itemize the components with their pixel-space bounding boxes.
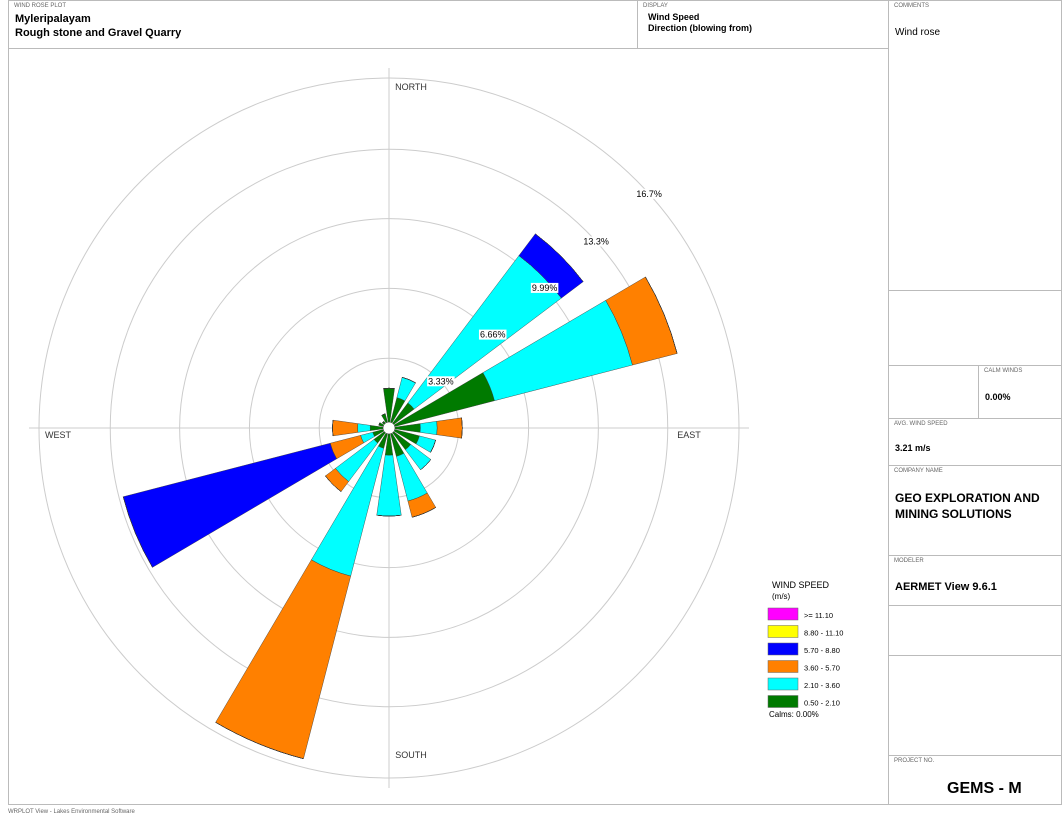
company: GEO EXPLORATION AND MINING SOLUTIONS [895, 491, 1040, 521]
petal-segment [436, 417, 463, 439]
empty-box [888, 655, 1062, 756]
grid-circle [109, 148, 669, 708]
ring-label-bg [530, 282, 559, 293]
legend-label: 0.50 - 2.10 [804, 699, 840, 708]
project-box: PROJECT NO. GEMS - M [888, 755, 1062, 805]
ring-label: 6.66% [480, 330, 506, 340]
project-label: PROJECT NO. [894, 758, 935, 764]
display-box: DISPLAY Wind Speed Direction (blowing fr… [637, 0, 889, 49]
legend-label: 3.60 - 5.70 [804, 664, 840, 673]
legend-label: >= 11.10 [804, 611, 833, 620]
petal-segment [215, 559, 351, 759]
legend-swatch [767, 642, 799, 656]
petal-segment [419, 421, 438, 435]
chart-frame [8, 48, 889, 805]
legend-label: 2.10 - 3.60 [804, 681, 840, 690]
petal-segment [412, 507, 436, 518]
compass-label: WEST [45, 430, 72, 440]
ring-label: 3.33% [428, 376, 454, 386]
grid-circle [248, 287, 530, 569]
center [382, 421, 396, 435]
compass-label: SOUTH [395, 750, 427, 760]
plot-label: WIND ROSE PLOT [14, 3, 67, 9]
avg-box: AVG. WIND SPEED 3.21 m/s [888, 418, 1062, 466]
title: Rough stone and Gravel Quarry [15, 27, 182, 39]
ring-label: 13.3% [583, 236, 609, 246]
compass-label: NORTH [395, 82, 427, 92]
petal-segment [381, 413, 386, 416]
legend-swatch [767, 607, 799, 621]
petal-segment [415, 435, 436, 453]
petal-segment [332, 420, 334, 436]
legend-title: WIND SPEED [772, 580, 830, 590]
avg-value: 3.21 m/s [895, 443, 931, 453]
legend-label: 5.70 - 8.80 [804, 646, 840, 655]
ring-label-bg [582, 236, 610, 247]
legend-label: 8.80 - 11.10 [804, 629, 843, 638]
legend-swatch [767, 695, 799, 708]
display-line1: Wind Speed [648, 12, 700, 22]
ring-label-bg [635, 188, 663, 199]
comments: Wind rose [895, 27, 941, 38]
grid-circle [38, 77, 740, 779]
company-label: COMPANY NAME [894, 468, 943, 474]
petal-segment [378, 422, 381, 426]
ring-label: 9.99% [532, 283, 558, 293]
chart: NORTH EAST SOUTH WEST 3.33% 6.66% 9.99% 13.3% 16… [8, 48, 889, 805]
grid-circle [179, 218, 599, 638]
site: Myleripalayam [15, 13, 91, 25]
petal-segment [357, 423, 371, 433]
ring-label-bg [427, 376, 455, 387]
empty-box [888, 365, 979, 419]
compass-label: EAST [677, 430, 701, 440]
calm-label: CALM WINDS [984, 368, 1023, 374]
legend-unit: (m/s) [772, 592, 791, 601]
legend-calms: Calms: 0.00% [769, 710, 819, 719]
footer: WRPLOT View - Lakes Environmental Softwa… [8, 809, 135, 815]
empty-box [888, 605, 1062, 656]
display-line2: Direction (blowing from) [648, 23, 752, 33]
ring-label: 16.7% [636, 189, 662, 199]
company-box: COMPANY NAME GEO EXPLORATION AND MINING … [888, 465, 1062, 556]
petal-segment [376, 454, 402, 517]
modeler-box: MODELER AERMET View 9.6.1 [888, 555, 1062, 606]
display-label: DISPLAY [643, 3, 668, 9]
comments-label: COMMENTS [894, 3, 929, 9]
petal-segment [122, 442, 337, 568]
petal-segment [430, 440, 436, 453]
calm-value: 0.00% [985, 392, 1011, 402]
comments-box: COMMENTS Wind rose [888, 0, 1062, 291]
modeler: AERMET View 9.6.1 [895, 581, 997, 593]
petal-segment [535, 233, 584, 282]
project: GEMS - M [947, 780, 1022, 797]
ring-label-bg [478, 329, 507, 340]
avg-label: AVG. WIND SPEED [894, 421, 948, 427]
modeler-label: MODELER [894, 558, 924, 564]
legend-swatch [767, 625, 799, 638]
petal-segment [382, 421, 385, 424]
header-box: WIND ROSE PLOT Myleripalayam Rough stone… [8, 0, 638, 49]
empty-box [888, 290, 1062, 366]
petal-segment [332, 419, 359, 437]
legend-swatch [767, 677, 799, 691]
legend-swatch [767, 660, 799, 673]
calm-box: CALM WINDS 0.00% [978, 365, 1062, 419]
